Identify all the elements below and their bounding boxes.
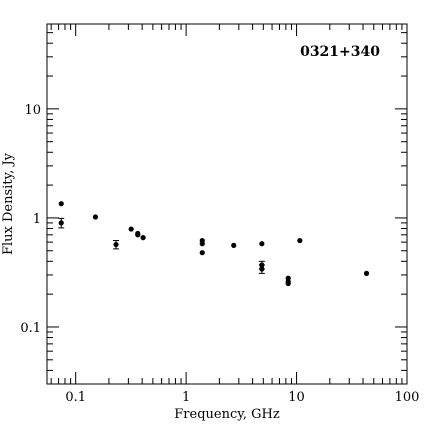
data-point	[92, 214, 99, 220]
data-point	[199, 250, 205, 256]
y-axis-label: Flux Density, Jy	[1, 152, 16, 255]
source-annotation: 0321+340	[300, 44, 380, 60]
ticks	[47, 23, 408, 385]
data-point	[231, 242, 237, 248]
data-point	[58, 201, 64, 207]
data-point	[140, 234, 146, 241]
x-axis-label: Frequency, GHz	[174, 407, 280, 422]
axes	[46, 23, 408, 385]
data-point	[199, 241, 205, 247]
data-point	[135, 230, 141, 237]
data-point	[259, 241, 265, 247]
data-point	[113, 241, 119, 248]
x-tick-label: 1	[182, 390, 190, 405]
plot-frame	[46, 23, 408, 385]
y-tick-label: 10	[24, 103, 41, 118]
data-point	[58, 220, 64, 226]
data-point	[363, 270, 370, 276]
data-point	[297, 237, 303, 244]
data-point	[128, 226, 134, 232]
data-point	[285, 280, 291, 287]
data-point	[259, 266, 265, 272]
x-tick-label: 0.1	[65, 390, 86, 405]
x-tick-label: 10	[288, 390, 305, 405]
x-tick-label: 100	[395, 390, 420, 405]
y-tick-label: 0.1	[20, 321, 41, 336]
data-points	[58, 201, 370, 287]
y-tick-label: 1	[33, 212, 41, 227]
tick-labels: 0.1 1 10 100 0.1 1 10	[20, 103, 419, 405]
